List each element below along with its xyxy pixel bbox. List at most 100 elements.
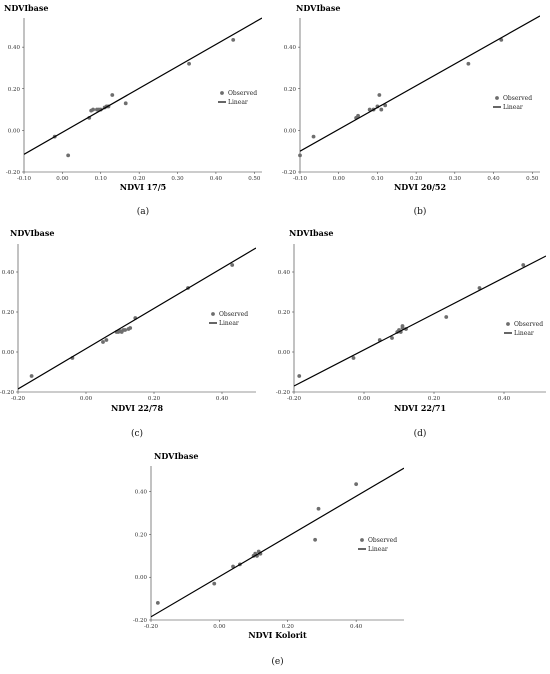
regression-line [294, 255, 546, 387]
legend-linear-label: Linear [514, 330, 534, 337]
x-tick-label: -0.10 [293, 176, 308, 182]
regression-line [300, 15, 540, 152]
observed-point [377, 93, 382, 97]
y-tick-label: -0.20 [0, 390, 14, 396]
observed-point [400, 324, 405, 328]
observed-point [91, 107, 95, 112]
observed-point [521, 263, 526, 267]
x-tick-label: 0.00 [80, 396, 93, 402]
y-tick-label: 0.00 [8, 128, 21, 134]
x-tick-label: 0.20 [133, 176, 146, 182]
legend-observed-marker [360, 538, 364, 542]
panel-caption: (c) [131, 428, 143, 439]
observed-point [212, 581, 217, 586]
x-axis-title: NDVI Kolorit [248, 630, 307, 640]
observed-point [383, 103, 388, 108]
observed-point [354, 482, 359, 487]
x-tick-label: 0.20 [148, 396, 161, 402]
x-tick-label: 0.40 [487, 176, 500, 182]
observed-point [101, 340, 105, 344]
observed-point [466, 61, 471, 66]
regression-line [24, 17, 262, 155]
y-tick-label: 0.00 [135, 575, 148, 581]
y-tick-label: 0.40 [2, 270, 15, 276]
y-tick-label: 0.20 [2, 310, 15, 316]
y-tick-label: 0.20 [284, 87, 297, 93]
y-tick-label: 0.40 [284, 45, 297, 51]
y-tick-label: -0.20 [6, 170, 21, 176]
x-tick-label: -0.20 [287, 396, 302, 402]
y-axis-title: NDVIbase [289, 228, 333, 238]
y-tick-label: 0.20 [8, 87, 21, 93]
y-axis-title: NDVIbase [10, 228, 54, 238]
observed-point [444, 315, 449, 319]
y-tick-label: -0.20 [133, 618, 148, 624]
x-axis-title: NDVI 22/71 [394, 403, 446, 413]
chart-panel-2: -0.10 0.00 0.10 0.20 0.30 0.40 0.50 -0.20 0.00 0.… [282, 3, 540, 217]
panel-caption: (e) [271, 656, 283, 667]
panel-caption: (d) [414, 428, 427, 439]
x-tick-label: 0.00 [333, 176, 346, 182]
x-tick-label: -0.20 [144, 624, 159, 630]
regression-line [18, 247, 256, 390]
legend-linear-label: Linear [228, 99, 248, 106]
legend-observed-label: Observed [228, 90, 257, 97]
observed-point [29, 374, 34, 378]
y-tick-label: -0.20 [282, 170, 297, 176]
x-tick-label: -0.20 [11, 396, 26, 402]
y-axis-title: NDVIbase [154, 451, 198, 461]
chart-panel-4: -0.20 0.00 0.20 0.40 -0.20 0.00 0.20 0.40 Observ… [276, 228, 546, 439]
x-tick-label: 0.40 [498, 396, 511, 402]
y-tick-label: 0.40 [278, 270, 291, 276]
x-axis-title: NDVI 17/5 [120, 182, 166, 192]
legend-observed-marker [211, 312, 215, 316]
legend-observed-label: Observed [368, 537, 397, 544]
legend-linear-label: Linear [503, 104, 523, 111]
x-tick-label: 0.40 [216, 396, 229, 402]
y-tick-label: 0.00 [2, 350, 15, 356]
observed-point [155, 600, 160, 605]
observed-point [128, 326, 133, 330]
observed-point [390, 336, 394, 340]
y-tick-label: 0.20 [278, 310, 291, 316]
observed-point [351, 356, 356, 360]
y-tick-label: 0.40 [135, 490, 148, 496]
y-axis-title: NDVIbase [4, 3, 48, 13]
observed-point [311, 134, 316, 139]
legend-observed-marker [495, 96, 499, 100]
y-tick-label: 0.00 [284, 128, 297, 134]
legend-observed-marker [506, 322, 510, 326]
observed-point [230, 263, 235, 267]
observed-point [477, 286, 482, 290]
y-tick-label: 0.40 [8, 45, 21, 51]
observed-point [367, 107, 372, 112]
x-tick-label: 0.30 [449, 176, 462, 182]
x-tick-label: 0.20 [410, 176, 423, 182]
observed-point [231, 37, 236, 42]
x-tick-label: 0.20 [428, 396, 441, 402]
x-tick-label: 0.00 [213, 624, 226, 630]
x-tick-label: 0.00 [358, 396, 371, 402]
observed-point [356, 113, 360, 118]
chart-panel-1: -0.10 0.00 0.10 0.20 0.30 0.40 0.50 -0.20 0.00 0.… [4, 3, 262, 217]
x-axis-title: NDVI 20/52 [394, 182, 446, 192]
y-tick-label: 0.00 [278, 350, 291, 356]
legend-linear-label: Linear [219, 320, 239, 327]
observed-point [187, 61, 191, 66]
observed-point [66, 153, 71, 158]
x-tick-label: 0.40 [210, 176, 223, 182]
x-tick-label: 0.50 [526, 176, 539, 182]
observed-point [316, 506, 321, 511]
x-tick-label: 0.20 [282, 624, 295, 630]
observed-point [104, 338, 109, 342]
observed-point [379, 107, 384, 112]
y-tick-label: 0.20 [135, 532, 148, 538]
y-tick-label: -0.20 [276, 390, 291, 396]
x-axis-title: NDVI 22/78 [111, 403, 163, 413]
panel-caption: (b) [414, 206, 427, 217]
legend-observed-marker [220, 91, 224, 95]
x-tick-label: -0.10 [17, 176, 32, 182]
x-tick-label: 0.10 [95, 176, 108, 182]
legend-observed-label: Observed [503, 95, 532, 102]
